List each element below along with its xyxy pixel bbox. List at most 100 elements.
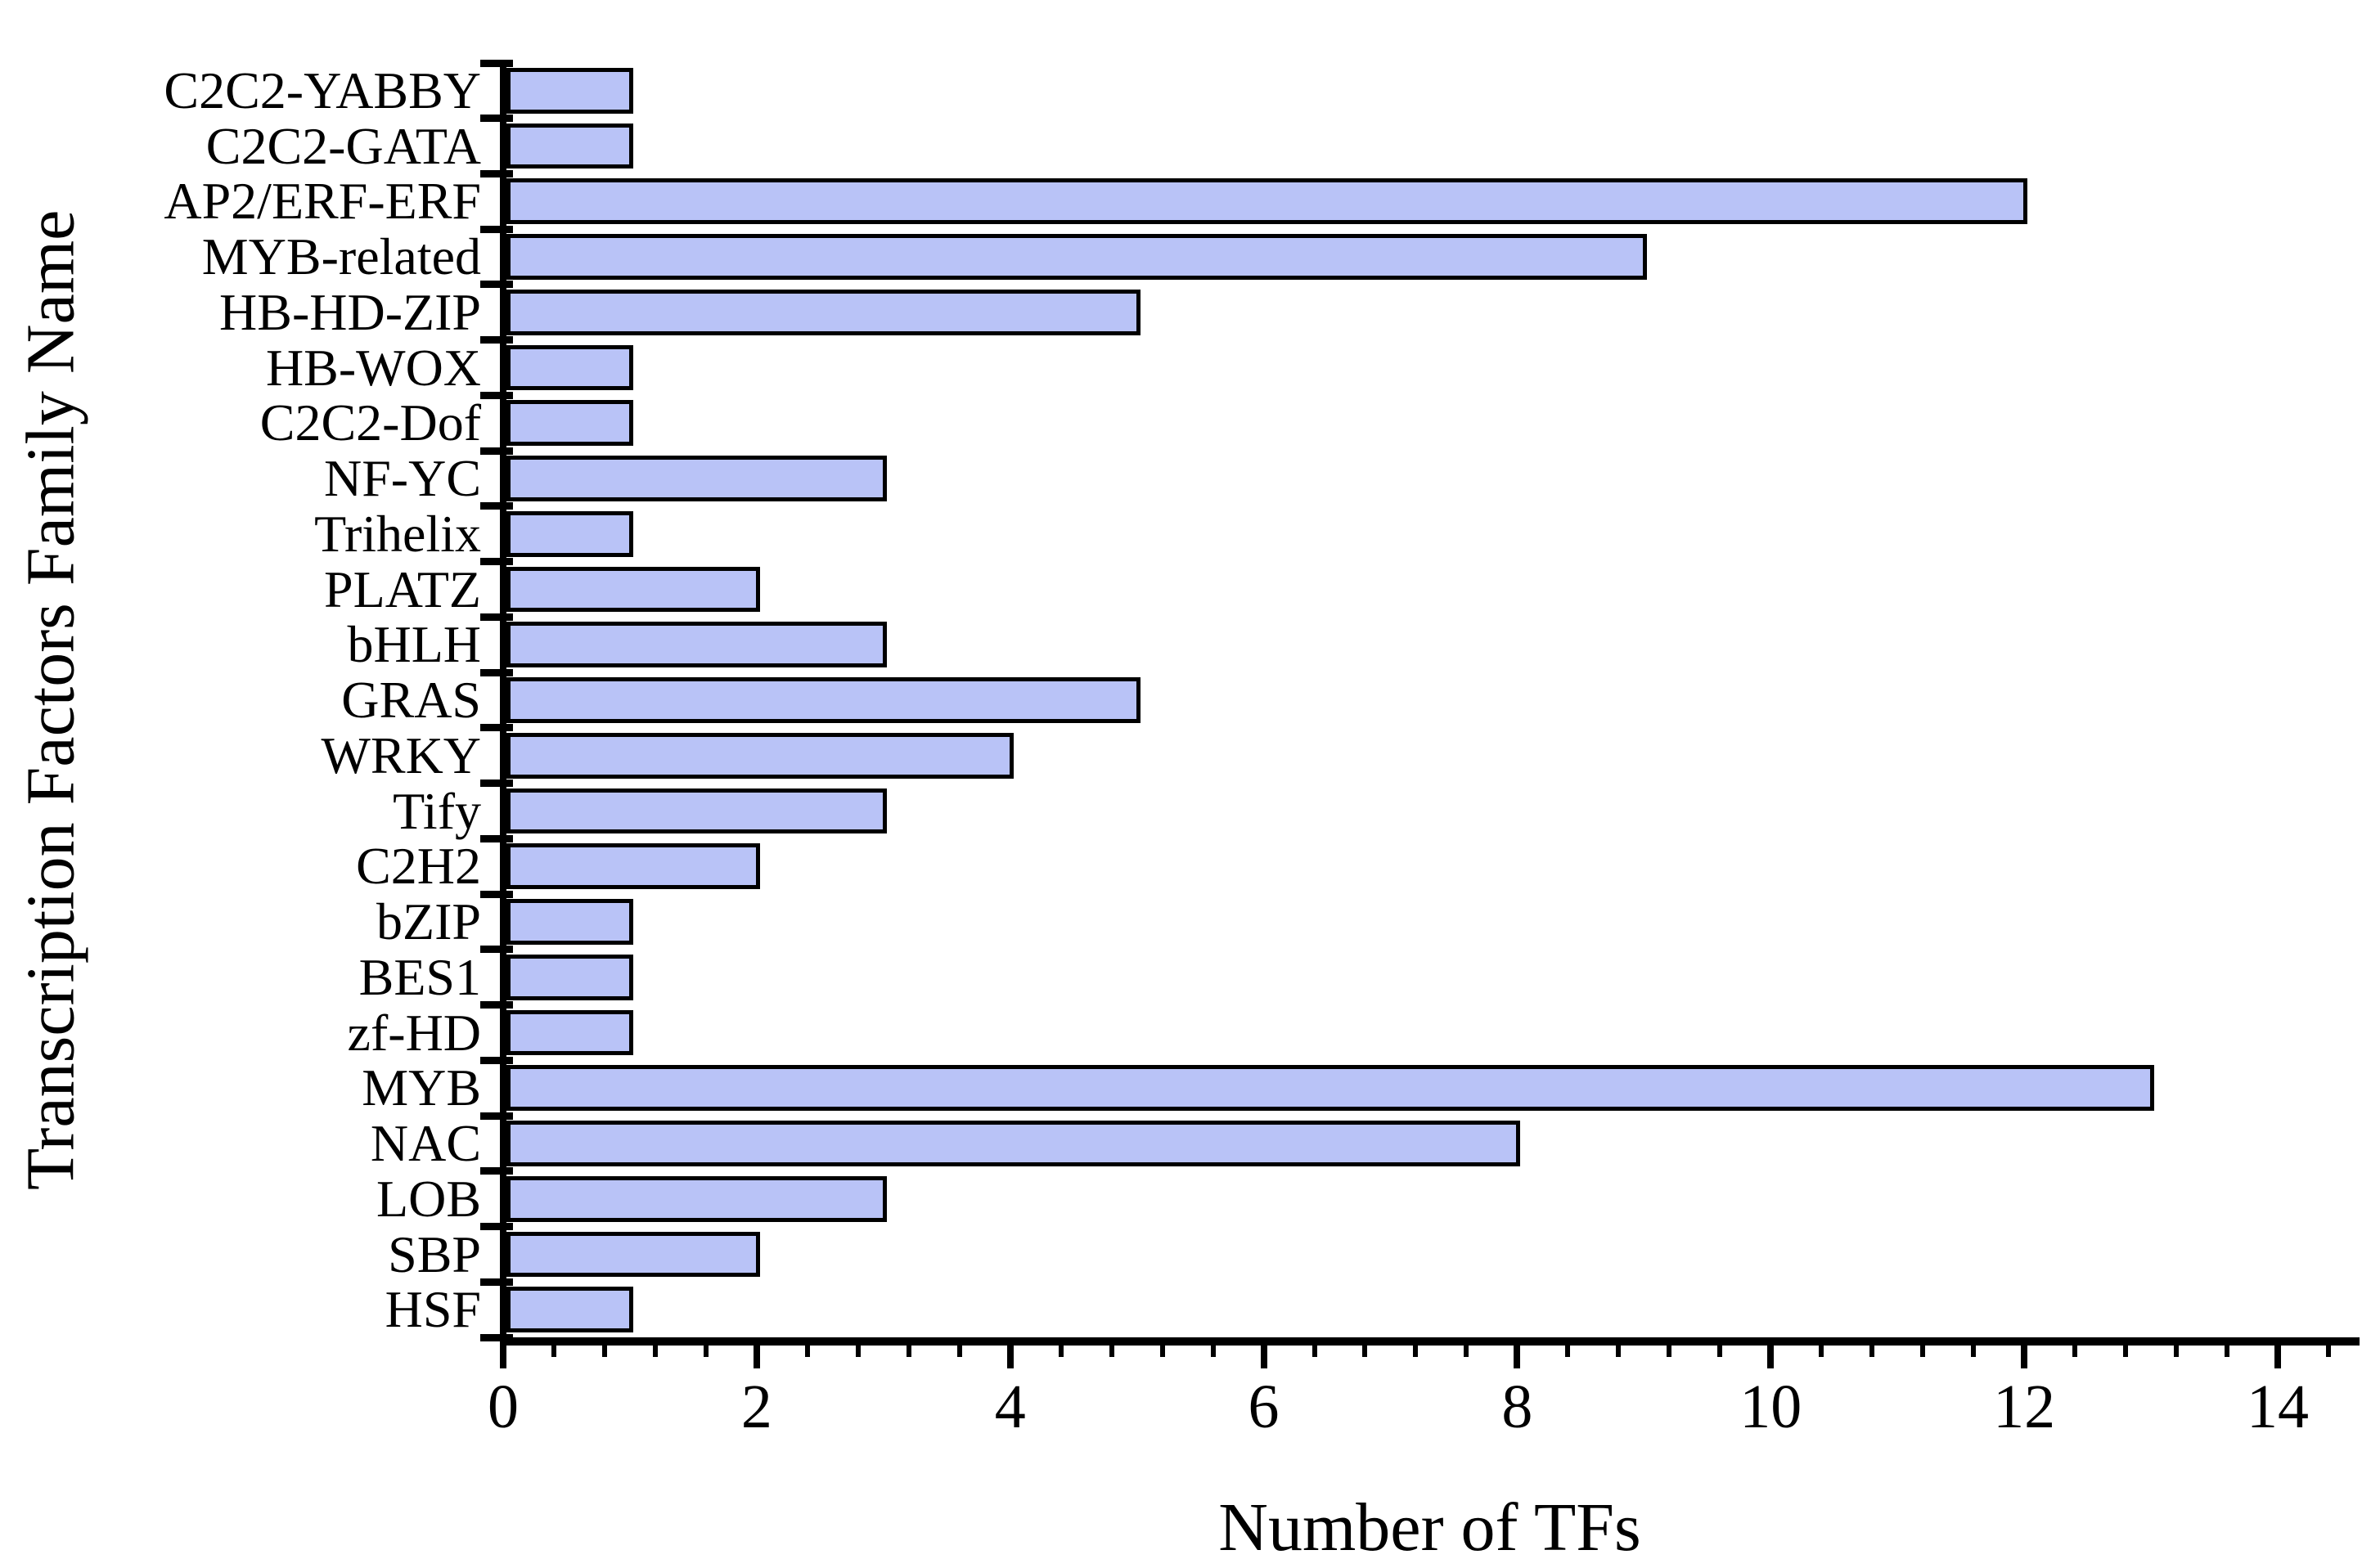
y-tick-label-zf-HD: zf-HD xyxy=(347,1003,481,1062)
y-axis-tick xyxy=(480,890,513,898)
y-tick-label-HSF: HSF xyxy=(385,1280,481,1339)
x-major-tick-10 xyxy=(1767,1346,1775,1368)
bar-GRAS xyxy=(506,677,1141,723)
y-axis-tick xyxy=(480,780,513,788)
x-minor-tick xyxy=(906,1346,911,1357)
y-axis-tick xyxy=(480,1223,513,1231)
bar-NF-YC xyxy=(506,456,887,501)
y-axis-tick xyxy=(480,1112,513,1120)
bar-MYB xyxy=(506,1065,2155,1112)
x-minor-tick xyxy=(1667,1346,1672,1357)
x-minor-tick xyxy=(956,1346,962,1357)
x-minor-tick xyxy=(1717,1346,1723,1357)
bar-C2C2-YABBY xyxy=(506,68,633,114)
x-minor-tick xyxy=(2123,1346,2129,1357)
x-minor-tick xyxy=(1971,1346,1977,1357)
x-minor-tick xyxy=(1210,1346,1216,1357)
bar-C2C2-Dof xyxy=(506,400,633,447)
y-axis-tick xyxy=(480,169,513,177)
y-axis-tick xyxy=(480,1056,513,1064)
bar-zf-HD xyxy=(506,1009,633,1056)
y-tick-label-MYB: MYB xyxy=(362,1058,481,1117)
y-tick-label-NF-YC: NF-YC xyxy=(323,449,481,508)
y-axis-tick xyxy=(480,1001,513,1009)
x-tick-label-6: 6 xyxy=(1248,1373,1280,1441)
y-axis-tick xyxy=(480,946,513,954)
x-minor-tick xyxy=(1464,1346,1469,1357)
y-tick-label-WRKY: WRKY xyxy=(321,726,481,784)
y-tick-label-PLATZ: PLATZ xyxy=(324,559,481,618)
bar-Trihelix xyxy=(506,510,633,557)
x-minor-tick xyxy=(1920,1346,1926,1357)
y-tick-label-bHLH: bHLH xyxy=(347,615,481,674)
plot-area: 0 2 4 6 8 10 12 14 xyxy=(480,59,2360,1438)
bar-C2C2-GATA xyxy=(506,123,633,169)
y-axis-tick xyxy=(480,59,513,67)
x-minor-tick xyxy=(1869,1346,1875,1357)
bar-WRKY xyxy=(506,732,1014,779)
bar-C2H2 xyxy=(506,843,760,890)
x-minor-tick xyxy=(1819,1346,1824,1357)
x-minor-tick xyxy=(2325,1346,2331,1357)
bar-SBP xyxy=(506,1231,760,1278)
y-axis-tick xyxy=(480,225,513,233)
y-axis-tick xyxy=(480,834,513,842)
x-minor-tick xyxy=(1058,1346,1064,1357)
bar-HB-WOX xyxy=(506,344,633,391)
bar-HB-HD-ZIP xyxy=(506,289,1141,335)
y-axis-tick xyxy=(480,281,513,289)
y-axis-tick xyxy=(480,558,513,566)
bar-bHLH xyxy=(506,622,887,668)
bar-MYB-related xyxy=(506,234,1648,280)
y-tick-label-C2C2-GATA: C2C2-GATA xyxy=(205,116,481,175)
bar-BES1 xyxy=(506,954,633,1000)
x-tick-label-8: 8 xyxy=(1501,1373,1533,1441)
y-axis-tick xyxy=(480,724,513,732)
x-major-tick-14 xyxy=(2274,1346,2281,1368)
x-tick-label-2: 2 xyxy=(740,1373,772,1441)
y-axis-tick xyxy=(480,447,513,455)
y-tick-label-Tify: Tify xyxy=(393,781,481,840)
x-major-tick-8 xyxy=(1514,1346,1521,1368)
y-tick-label-LOB: LOB xyxy=(376,1169,481,1228)
y-tick-label-HB-HD-ZIP: HB-HD-ZIP xyxy=(219,282,481,341)
x-minor-tick xyxy=(551,1346,556,1357)
x-minor-tick xyxy=(804,1346,810,1357)
x-minor-tick xyxy=(1413,1346,1419,1357)
x-major-tick-2 xyxy=(753,1346,760,1368)
x-minor-tick xyxy=(1311,1346,1317,1357)
x-tick-label-4: 4 xyxy=(994,1373,1026,1441)
x-minor-tick xyxy=(652,1346,658,1357)
x-minor-tick xyxy=(703,1346,709,1357)
y-axis-tick xyxy=(480,336,513,344)
x-axis-title: Number of TFs xyxy=(1218,1489,1641,1566)
x-tick-label-12: 12 xyxy=(1993,1373,2056,1441)
y-tick-label-C2H2: C2H2 xyxy=(356,837,481,896)
x-minor-tick xyxy=(2072,1346,2078,1357)
x-major-tick-6 xyxy=(1260,1346,1267,1368)
x-minor-tick xyxy=(1565,1346,1571,1357)
y-tick-label-C2C2-YABBY: C2C2-YABBY xyxy=(164,61,481,119)
y-tick-label-AP2/ERF-ERF: AP2/ERF-ERF xyxy=(164,172,481,231)
y-tick-label-NAC: NAC xyxy=(370,1114,481,1173)
y-axis-tick xyxy=(480,1167,513,1175)
x-minor-tick xyxy=(1159,1346,1165,1357)
x-minor-tick xyxy=(1616,1346,1622,1357)
y-tick-label-SBP: SBP xyxy=(388,1224,481,1283)
x-tick-label-0: 0 xyxy=(488,1373,519,1441)
x-major-tick-12 xyxy=(2021,1346,2028,1368)
bar-AP2/ERF-ERF xyxy=(506,178,2028,225)
bar-bZIP xyxy=(506,899,633,945)
bar-LOB xyxy=(506,1175,887,1222)
y-axis-tick-labels: C2C2-YABBY C2C2-GATA AP2/ERF-ERF MYB-relate… xyxy=(0,63,481,1337)
bar-PLATZ xyxy=(506,566,760,613)
x-minor-tick xyxy=(601,1346,607,1357)
y-axis-tick xyxy=(480,668,513,676)
bar-HSF xyxy=(506,1287,633,1332)
x-minor-tick xyxy=(2174,1346,2179,1357)
bar-Tify xyxy=(506,788,887,834)
y-tick-label-bZIP: bZIP xyxy=(376,892,481,951)
y-axis-tick xyxy=(480,1278,513,1286)
y-tick-label-BES1: BES1 xyxy=(358,947,481,1006)
